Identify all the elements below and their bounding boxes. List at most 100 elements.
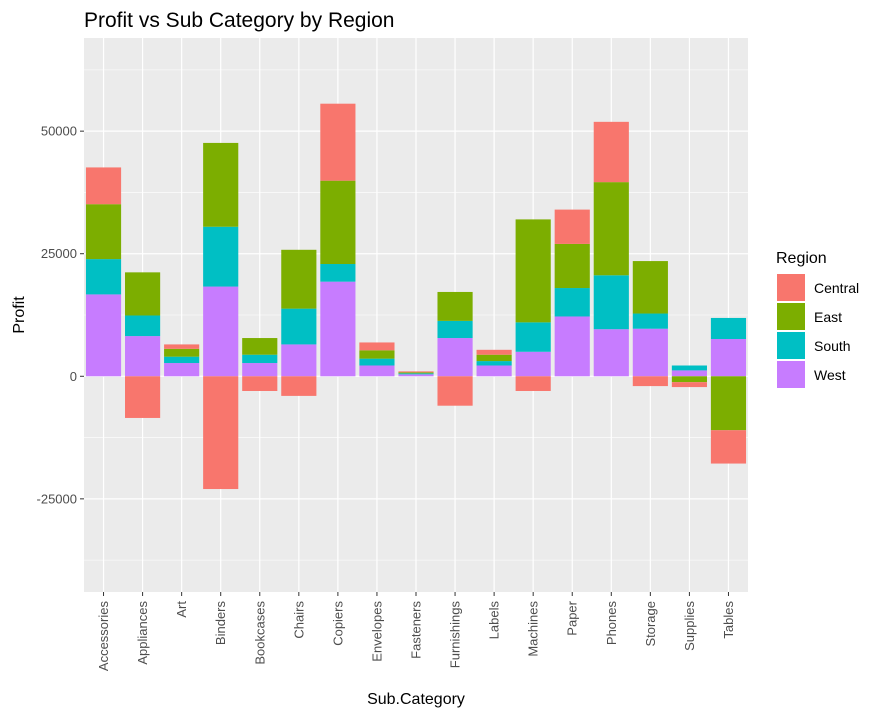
bar-envelopes-south <box>359 358 395 366</box>
legend-title: Region <box>776 250 827 267</box>
bar-envelopes-central <box>359 342 395 351</box>
x-tick-label: Envelopes <box>369 601 384 662</box>
bar-labels-west <box>476 365 512 377</box>
bar-bookcases-east <box>242 338 278 355</box>
bar-copiers-south <box>320 264 356 282</box>
bar-art-west <box>164 363 200 377</box>
x-axis-title: Sub.Category <box>367 691 465 708</box>
bar-storage-central <box>632 376 668 387</box>
bar-supplies-central <box>671 382 707 388</box>
bar-appliances-east <box>125 272 161 316</box>
bar-envelopes-east <box>359 350 395 359</box>
bar-tables-east <box>710 376 747 431</box>
bar-copiers-west <box>320 281 356 377</box>
chart-title: Profit vs Sub Category by Region <box>84 9 395 32</box>
bar-accessories-west <box>85 294 122 377</box>
bar-chairs-south <box>281 308 317 345</box>
bar-furnishings-east <box>437 291 473 321</box>
bar-accessories-central <box>85 167 122 205</box>
bar-binders-south <box>203 226 239 287</box>
legend-label-west: West <box>814 367 846 383</box>
x-tick-label: Furnishings <box>448 601 463 669</box>
x-tick-label: Bookcases <box>252 601 267 665</box>
x-tick-label: Appliances <box>135 601 150 665</box>
bar-appliances-west <box>125 336 161 377</box>
bar-phones-east <box>593 182 629 276</box>
legend-label-central: Central <box>814 280 859 296</box>
legend-items: Central East South West <box>777 274 859 388</box>
x-tick-label: Tables <box>721 601 736 639</box>
bar-furnishings-south <box>437 320 473 339</box>
x-tick-label: Binders <box>213 601 228 646</box>
bar-machines-west <box>515 351 551 377</box>
bar-accessories-east <box>85 204 122 260</box>
legend-key-west <box>777 361 805 388</box>
bar-accessories-south <box>85 259 122 295</box>
x-tick-label: Labels <box>487 601 502 640</box>
bar-furnishings-central <box>437 376 473 406</box>
legend-key-south <box>777 332 805 359</box>
y-tick-label: 25000 <box>41 246 77 261</box>
bar-art-central <box>164 344 200 349</box>
legend-label-south: South <box>814 338 851 354</box>
bar-envelopes-west <box>359 365 395 377</box>
legend: Region Central East South West <box>776 250 859 388</box>
bar-machines-east <box>515 219 551 323</box>
bar-tables-central <box>710 430 747 464</box>
bars-layer <box>85 103 747 490</box>
bar-storage-south <box>632 313 668 329</box>
x-tick-label: Art <box>174 601 189 618</box>
bar-chairs-central <box>281 376 317 396</box>
y-axis: -25000 0 25000 50000 <box>37 124 84 506</box>
bar-copiers-central <box>320 103 356 181</box>
bar-art-south <box>164 356 200 364</box>
bar-supplies-south <box>671 365 707 371</box>
bar-fasteners-central <box>398 371 434 373</box>
bar-bookcases-west <box>242 363 278 377</box>
bar-paper-west <box>554 316 590 377</box>
bar-labels-south <box>476 361 512 366</box>
bar-tables-south <box>710 317 747 340</box>
x-tick-label: Paper <box>565 600 580 635</box>
bar-bookcases-south <box>242 354 278 364</box>
legend-key-central <box>777 274 805 301</box>
y-tick-label: 0 <box>70 369 77 384</box>
bar-machines-south <box>515 322 551 352</box>
bar-storage-east <box>632 261 668 314</box>
x-tick-label: Accessories <box>96 601 111 672</box>
y-tick-label: 50000 <box>41 124 77 139</box>
bar-storage-west <box>632 328 668 377</box>
bar-phones-west <box>593 329 629 377</box>
bar-paper-south <box>554 288 590 317</box>
bar-appliances-central <box>125 376 161 418</box>
bar-art-east <box>164 348 200 357</box>
bar-supplies-west <box>671 370 707 377</box>
bar-binders-central <box>203 376 239 490</box>
x-tick-label: Machines <box>526 601 541 657</box>
bar-fasteners-east <box>398 372 434 374</box>
x-axis: Accessories Appliances Art Binders Bookcases… <box>96 592 736 671</box>
bar-chairs-east <box>281 249 317 309</box>
y-axis-title: Profit <box>11 296 28 334</box>
bar-binders-east <box>203 142 239 227</box>
bar-binders-west <box>203 286 239 377</box>
bar-labels-east <box>476 354 512 362</box>
bar-paper-east <box>554 243 590 289</box>
bar-machines-central <box>515 376 551 391</box>
bar-fasteners-south <box>398 373 434 375</box>
bar-supplies-east <box>671 376 707 383</box>
bar-bookcases-central <box>242 376 278 391</box>
bar-paper-central <box>554 209 590 244</box>
x-tick-label: Fasteners <box>409 601 424 659</box>
bar-chairs-west <box>281 344 317 377</box>
legend-label-east: East <box>814 309 842 325</box>
bar-phones-central <box>593 121 629 183</box>
bar-copiers-east <box>320 180 356 265</box>
bar-appliances-south <box>125 315 161 337</box>
bar-labels-central <box>476 349 512 355</box>
x-tick-label: Phones <box>604 601 619 646</box>
x-tick-label: Chairs <box>291 601 306 639</box>
bar-phones-south <box>593 275 629 330</box>
